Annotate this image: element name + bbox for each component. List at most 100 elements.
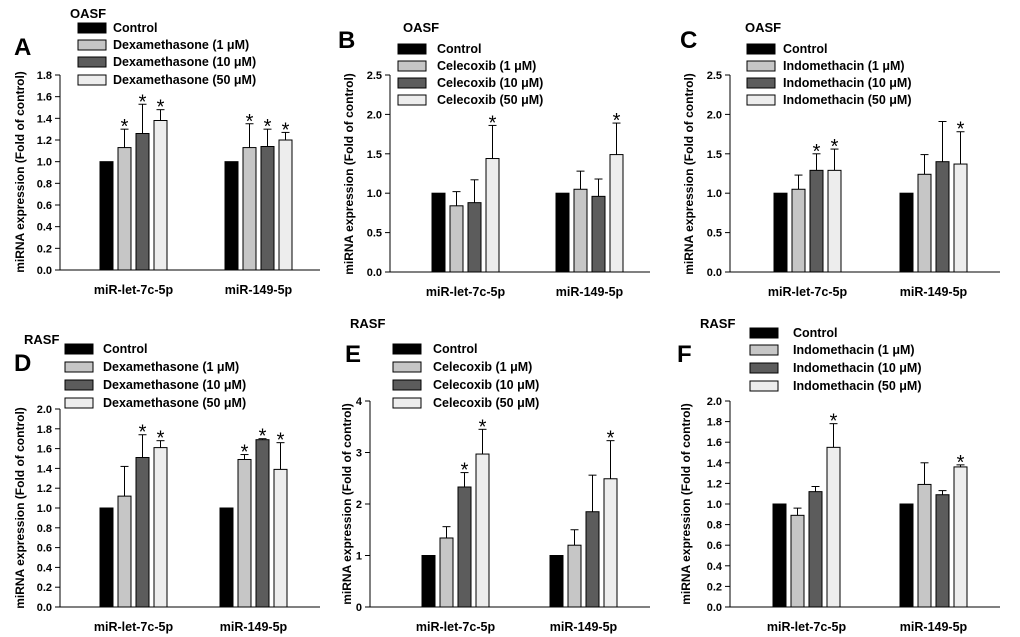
legend-swatch	[746, 77, 776, 89]
y-tick-label: 1.0	[37, 503, 52, 515]
y-tick-label: 2.0	[37, 404, 52, 416]
significance-star: *	[831, 136, 839, 158]
legend-label: Control	[783, 42, 827, 56]
bar	[773, 192, 788, 273]
panel-e: E RASF Control Celecoxib (1 μM) Celecoxib (1…	[340, 316, 650, 634]
significance-star: *	[246, 111, 254, 133]
y-tick-label: 1.5	[707, 149, 722, 161]
bar	[573, 188, 588, 273]
legend-label: Dexamethasone (50 μM)	[113, 73, 256, 87]
bar	[953, 163, 968, 273]
legend-swatch	[746, 94, 776, 106]
y-axis-label: miRNA expression (Fold of control)	[340, 403, 354, 605]
y-tick-label: 1.0	[367, 188, 382, 200]
y-tick-label: 1.6	[707, 437, 722, 449]
legend-swatch	[77, 74, 107, 86]
panel-letter: E	[345, 341, 361, 368]
legend-label: Control	[793, 326, 837, 340]
bar	[242, 147, 257, 271]
legend-label: Celecoxib (1 μM)	[433, 360, 532, 374]
significance-star: *	[121, 116, 129, 138]
bar	[485, 158, 500, 273]
bar	[117, 147, 132, 271]
significance-star: *	[277, 430, 285, 452]
bar	[219, 507, 234, 608]
bar	[475, 453, 490, 608]
y-tick-label: 0.8	[37, 178, 52, 190]
bar	[153, 120, 168, 271]
x-category-label: miR-let-7c-5p	[94, 283, 174, 297]
significance-star: *	[461, 460, 469, 482]
y-tick-label: 0.8	[707, 520, 722, 532]
significance-star: *	[264, 116, 272, 138]
x-category-label: miR-149-5p	[550, 620, 618, 634]
legend-label: Celecoxib (10 μM)	[437, 76, 543, 90]
legend-swatch	[397, 77, 427, 89]
panel-d: D RASF Control Dexamethasone (1 μM) Dexameth…	[13, 332, 320, 634]
legend-label: Celecoxib (50 μM)	[437, 93, 543, 107]
y-tick-label: 0.0	[37, 602, 52, 614]
legend-label: Indomethacin (1 μM)	[783, 59, 905, 73]
bar	[467, 202, 482, 273]
bar	[953, 466, 968, 608]
y-tick-label: 0.5	[367, 228, 382, 240]
legend-swatch	[746, 60, 776, 72]
bar	[603, 478, 618, 608]
legend-label: Control	[113, 21, 157, 35]
y-tick-label: 0.6	[707, 540, 722, 552]
bar	[917, 483, 932, 608]
legend-swatch	[749, 327, 779, 339]
y-tick-label: 1.8	[707, 417, 722, 429]
x-category-label: miR-149-5p	[220, 620, 288, 634]
legend-swatch	[77, 39, 107, 51]
legend-swatch	[77, 22, 107, 34]
bar	[153, 447, 168, 608]
y-tick-label: 0.2	[37, 582, 52, 594]
bar	[567, 544, 582, 608]
y-tick-label: 0.2	[37, 243, 52, 255]
legend-swatch	[749, 362, 779, 374]
y-tick-label: 2.0	[707, 109, 722, 121]
bar	[273, 468, 288, 608]
legend-swatch	[749, 380, 779, 392]
bar	[808, 491, 823, 608]
bar	[935, 161, 950, 273]
bar	[826, 446, 841, 608]
legend-label: Dexamethasone (1 μM)	[113, 38, 249, 52]
legend-label: Indomethacin (10 μM)	[793, 361, 922, 375]
y-tick-label: 0.5	[707, 228, 722, 240]
significance-star: *	[489, 112, 497, 134]
y-axis-label: miRNA expression (Fold of control)	[342, 73, 356, 275]
significance-star: *	[282, 119, 290, 141]
panel-letter: A	[14, 34, 31, 61]
bar	[449, 205, 464, 273]
y-tick-label: 3	[356, 448, 362, 460]
bar	[135, 133, 150, 271]
x-category-label: miR-let-7c-5p	[416, 620, 496, 634]
legend-label: Control	[433, 342, 477, 356]
condition-label: OASF	[403, 20, 439, 35]
legend-label: Celecoxib (1 μM)	[437, 59, 536, 73]
significance-star: *	[957, 452, 965, 474]
legend-label: Indomethacin (1 μM)	[793, 343, 915, 357]
y-tick-label: 1.6	[37, 92, 52, 104]
y-tick-label: 1.0	[707, 188, 722, 200]
y-tick-label: 1.0	[707, 499, 722, 511]
y-tick-label: 0.0	[707, 602, 722, 614]
significance-star: *	[259, 426, 267, 448]
bar	[585, 511, 600, 608]
y-tick-label: 1.2	[37, 483, 52, 495]
bar	[917, 173, 932, 273]
bar	[935, 494, 950, 608]
panel-letter: D	[14, 350, 31, 377]
bar	[224, 161, 239, 271]
y-tick-label: 1.6	[37, 444, 52, 456]
x-category-label: miR-149-5p	[900, 620, 968, 634]
condition-label: OASF	[70, 6, 106, 21]
y-tick-label: 1.4	[37, 463, 53, 475]
y-tick-label: 2.5	[707, 70, 722, 82]
y-tick-label: 0.6	[37, 543, 52, 555]
panel-b: B OASF Control Celecoxib (1 μM) Celecoxib (1…	[338, 20, 650, 299]
significance-star: *	[613, 110, 621, 132]
x-category-label: miR-149-5p	[900, 285, 968, 299]
